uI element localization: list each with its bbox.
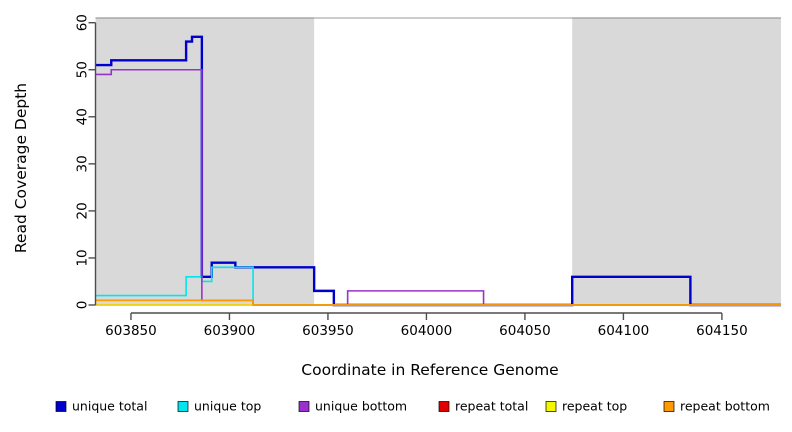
legend-label-unique-top: unique top — [194, 399, 261, 414]
legend-label-unique-bottom: unique bottom — [315, 399, 407, 414]
y-tick-label: 50 — [75, 61, 91, 78]
chart-legend: unique total unique top unique bottom repea… — [55, 399, 770, 414]
x-tick-label: 603950 — [302, 323, 354, 339]
y-axis-title: Read Coverage Depth — [12, 83, 30, 253]
legend-label-repeat-total: repeat total — [455, 399, 528, 414]
shaded-repeat-bands — [95, 17, 781, 305]
legend-swatch-repeat-bottom — [663, 401, 675, 412]
legend-swatch-unique-top — [177, 401, 189, 412]
legend-label-unique-total: unique total — [72, 399, 147, 414]
x-tick-label: 603900 — [204, 323, 256, 339]
legend-swatch-unique-total — [55, 401, 67, 412]
y-tick-label: 10 — [75, 249, 91, 266]
repeat-region-band — [95, 18, 315, 305]
coverage-series-group — [95, 35, 781, 307]
axes-group: 0 10 20 30 40 50 60 603850 603900 603950 604000 604… — [75, 14, 748, 339]
series-line-repeat-bottom — [95, 299, 781, 306]
x-tick-label: 604000 — [401, 323, 453, 339]
y-tick-label: 30 — [75, 155, 91, 172]
x-axis-title: Coordinate in Reference Genome — [301, 361, 558, 379]
x-tick-label: 604150 — [696, 323, 748, 339]
x-tick-label: 604100 — [598, 323, 650, 339]
legend-label-repeat-top: repeat top — [562, 399, 627, 414]
repeat-region-band — [572, 18, 781, 305]
y-tick-label: 40 — [75, 108, 91, 125]
x-tick-label: 604050 — [499, 323, 551, 339]
y-tick-label: 60 — [75, 14, 91, 31]
legend-label-repeat-bottom: repeat bottom — [680, 399, 770, 414]
legend-swatch-repeat-total — [438, 401, 450, 412]
legend-swatch-unique-bottom — [298, 401, 310, 412]
y-tick-label: 20 — [75, 202, 91, 219]
y-tick-label: 0 — [75, 301, 91, 310]
legend-swatch-repeat-top — [545, 401, 557, 412]
x-tick-label: 603850 — [105, 323, 157, 339]
series-line-unique-top — [95, 266, 781, 306]
series-line-unique-total — [95, 35, 781, 307]
